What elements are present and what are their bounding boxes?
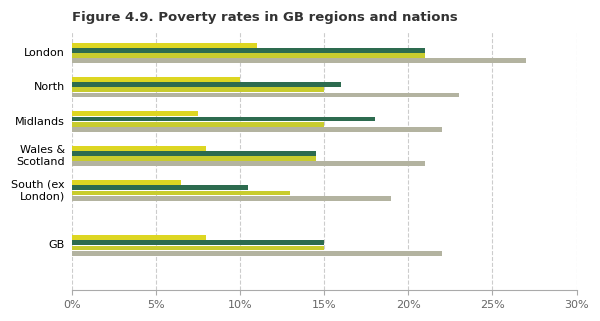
Bar <box>71 48 425 53</box>
Bar <box>71 246 324 250</box>
Bar <box>71 92 459 97</box>
Bar <box>71 111 198 116</box>
Bar <box>71 77 240 82</box>
Bar <box>71 180 181 185</box>
Bar <box>71 127 442 132</box>
Bar <box>71 43 257 48</box>
Bar <box>71 146 206 151</box>
Bar <box>71 53 425 58</box>
Bar <box>71 186 248 190</box>
Bar <box>71 82 341 87</box>
Bar <box>71 156 316 161</box>
Bar <box>71 87 324 92</box>
Text: Figure 4.9. Poverty rates in GB regions and nations: Figure 4.9. Poverty rates in GB regions … <box>71 11 457 24</box>
Bar <box>71 58 526 63</box>
Bar <box>71 122 324 126</box>
Bar <box>71 191 290 195</box>
Bar <box>71 151 316 156</box>
Bar <box>71 240 324 245</box>
Bar <box>71 251 442 256</box>
Bar <box>71 235 206 240</box>
Bar <box>71 196 391 201</box>
Bar <box>71 161 425 166</box>
Bar <box>71 117 374 121</box>
